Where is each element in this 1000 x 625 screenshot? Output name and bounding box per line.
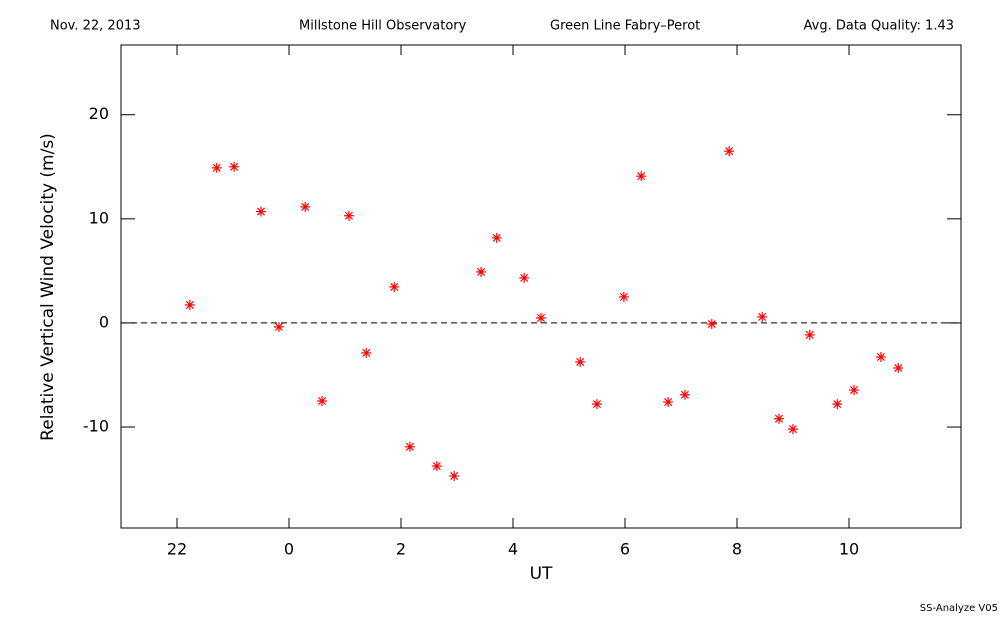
point-stroke bbox=[301, 202, 310, 211]
point bbox=[211, 162, 222, 173]
y-tick-label: 10 bbox=[89, 208, 109, 227]
point-stroke bbox=[758, 312, 767, 321]
point bbox=[491, 232, 502, 243]
x-axis-label: UT bbox=[530, 564, 553, 584]
point bbox=[389, 281, 400, 292]
point-stroke bbox=[894, 363, 903, 373]
point bbox=[618, 291, 629, 302]
point bbox=[724, 146, 735, 157]
point bbox=[229, 161, 240, 172]
point bbox=[343, 210, 354, 221]
x-tick-label: 0 bbox=[284, 540, 294, 559]
point-stroke bbox=[450, 471, 459, 480]
point-stroke bbox=[230, 162, 239, 171]
x-tick-label: 8 bbox=[732, 540, 742, 559]
point-stroke bbox=[477, 267, 486, 276]
point bbox=[804, 329, 815, 340]
point-stroke bbox=[344, 211, 353, 220]
x-tick-label: 10 bbox=[839, 540, 859, 559]
point-stroke bbox=[432, 462, 441, 471]
point-stroke bbox=[185, 300, 194, 309]
point bbox=[273, 321, 284, 332]
point bbox=[893, 363, 904, 374]
point-stroke bbox=[274, 322, 283, 331]
point-stroke bbox=[637, 172, 646, 181]
point-stroke bbox=[664, 398, 673, 407]
plot-frame bbox=[120, 44, 962, 529]
point bbox=[404, 441, 415, 452]
point bbox=[300, 201, 311, 212]
point bbox=[706, 318, 717, 329]
point bbox=[636, 171, 647, 182]
point bbox=[663, 397, 674, 408]
point-stroke bbox=[256, 207, 266, 216]
point-stroke bbox=[405, 442, 414, 451]
point bbox=[875, 351, 886, 362]
point-stroke bbox=[805, 330, 814, 339]
point-stroke bbox=[576, 357, 585, 366]
point bbox=[317, 396, 328, 407]
point-stroke bbox=[492, 233, 501, 242]
point bbox=[575, 356, 586, 367]
observatory: Millstone Hill Observatory bbox=[299, 19, 467, 34]
point-stroke bbox=[850, 386, 859, 395]
data-quality: Avg. Data Quality: 1.43 bbox=[804, 19, 954, 34]
point-stroke bbox=[619, 292, 628, 301]
point bbox=[788, 424, 798, 435]
x-tick-label: 22 bbox=[167, 540, 187, 559]
x-tick-label: 6 bbox=[620, 540, 630, 559]
point bbox=[774, 413, 784, 424]
point-stroke bbox=[592, 400, 602, 409]
y-axis-label: Relative Vertical Wind Velocity (m/s) bbox=[38, 133, 58, 441]
footer: SS-Analyze V05 bbox=[920, 603, 998, 614]
point bbox=[679, 389, 690, 400]
point bbox=[256, 206, 266, 217]
point bbox=[431, 461, 442, 472]
point-stroke bbox=[876, 352, 885, 361]
point bbox=[849, 385, 860, 396]
point-stroke bbox=[536, 313, 546, 322]
x-tick-label: 2 bbox=[396, 540, 406, 559]
point bbox=[476, 266, 487, 277]
point bbox=[832, 399, 843, 410]
date: Nov. 22, 2013 bbox=[50, 19, 141, 34]
point-stroke bbox=[520, 273, 529, 282]
point bbox=[536, 312, 546, 323]
point-stroke bbox=[833, 400, 842, 409]
point bbox=[519, 272, 530, 283]
point bbox=[361, 347, 372, 358]
x-tick-label: 4 bbox=[508, 540, 518, 559]
point-stroke bbox=[680, 390, 689, 399]
point bbox=[184, 299, 195, 310]
instrument: Green Line Fabry–Perot bbox=[550, 19, 700, 34]
point-stroke bbox=[362, 348, 371, 357]
y-tick-label: 20 bbox=[89, 104, 109, 123]
point-stroke bbox=[212, 163, 221, 172]
point-stroke bbox=[318, 396, 327, 406]
point-stroke bbox=[707, 319, 716, 328]
point-stroke bbox=[788, 425, 798, 434]
point-stroke bbox=[774, 414, 784, 423]
y-tick-label: 0 bbox=[99, 312, 109, 331]
point bbox=[449, 470, 460, 481]
y-tick-label: -10 bbox=[83, 417, 109, 436]
point bbox=[592, 399, 602, 410]
point bbox=[757, 311, 768, 322]
point-stroke bbox=[725, 147, 734, 156]
point-stroke bbox=[390, 282, 399, 291]
